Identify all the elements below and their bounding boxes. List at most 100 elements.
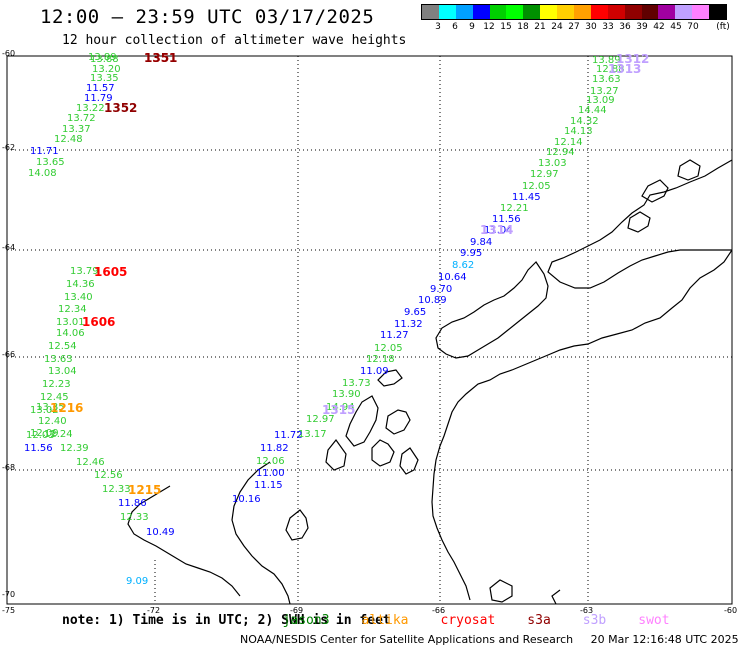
legend-swatch bbox=[438, 5, 456, 19]
legend-label: 12 bbox=[483, 22, 495, 32]
swh-value: 10.16 bbox=[232, 494, 261, 505]
satellite-s3b: s3b bbox=[582, 613, 607, 628]
swh-value: 14.08 bbox=[28, 168, 57, 179]
lat-label: -70 bbox=[2, 590, 15, 599]
swh-value: 12.94 bbox=[546, 147, 575, 158]
legend-labels: 3 6 9 12 15 18 21 24 27 30 33 36 39 42 45 70 (ft) bbox=[421, 20, 730, 34]
swh-value: 13.65 bbox=[36, 157, 65, 168]
map-title: 12:00 – 23:59 UTC 03/17/2025 bbox=[40, 6, 375, 28]
lon-label: -75 bbox=[2, 606, 15, 615]
axis-labels: -60 -62 -64 -66 -68 -70 -75 -72 -69 -66 -63 -60 bbox=[2, 49, 737, 615]
swh-value: 12.09 bbox=[30, 428, 59, 439]
legend-label: 24 bbox=[551, 22, 563, 32]
pass-number: 1315 bbox=[322, 403, 355, 417]
swh-value: 12.33 bbox=[120, 512, 149, 523]
lon-label: -69 bbox=[290, 606, 303, 615]
map-subtitle: 12 hour collection of altimeter wave hei… bbox=[62, 33, 407, 48]
map-frame bbox=[6, 55, 733, 605]
legend-label: 45 bbox=[670, 22, 682, 32]
swh-value: 13.63 bbox=[592, 74, 621, 85]
swh-value: 13.17 bbox=[298, 429, 327, 440]
lat-label: -62 bbox=[2, 143, 15, 152]
swh-value: 14.94 bbox=[326, 402, 355, 413]
legend-swatch bbox=[422, 5, 439, 19]
footer-timestamp: 20 Mar 12:16:48 UTC 2025 bbox=[590, 633, 739, 646]
swh-value: 12.05 bbox=[374, 343, 403, 354]
swh-value: 13.72 bbox=[67, 113, 96, 124]
pass-number: 1314 bbox=[480, 223, 513, 237]
swh-value: 11.79 bbox=[84, 93, 113, 104]
lat-label: -68 bbox=[2, 463, 15, 472]
satellite-s3a: s3a bbox=[527, 613, 551, 628]
swh-value: 12.97 bbox=[530, 169, 559, 180]
pass-number: 1351 bbox=[144, 51, 177, 65]
swh-value: 11.82 bbox=[260, 443, 289, 454]
swh-value: 11.86 bbox=[118, 498, 147, 509]
swh-value: 12.46 bbox=[76, 457, 105, 468]
swh-value: 11.57 bbox=[86, 83, 115, 94]
legend-swatch bbox=[574, 5, 591, 19]
legend-swatch bbox=[607, 5, 625, 19]
swh-value: 11.00 bbox=[256, 468, 285, 479]
swh-value: 13.63 bbox=[44, 354, 73, 365]
swh-value: 12.54 bbox=[48, 341, 77, 352]
footer: NOAA/NESDIS Center for Satellite Applica… bbox=[240, 633, 739, 646]
swh-value: 11.56 bbox=[492, 214, 521, 225]
legend-label: 15 bbox=[500, 22, 512, 32]
swh-value: 13.89 bbox=[88, 52, 117, 63]
swh-value: 13.79 bbox=[70, 266, 99, 277]
pass-number: 1215 bbox=[128, 483, 161, 497]
swh-value: 9.65 bbox=[404, 307, 426, 318]
legend-swatch bbox=[675, 5, 693, 19]
pass-id-layer: 1351135113521605160612161215131213131314… bbox=[50, 51, 649, 497]
swh-value: 13.37 bbox=[62, 124, 91, 135]
pass-number: 1352 bbox=[104, 101, 137, 115]
color-legend: 3 6 9 12 15 18 21 24 27 30 33 36 39 42 45 70 (ft) bbox=[421, 4, 730, 34]
legend-label: 6 bbox=[452, 22, 458, 32]
pass-number: 1605 bbox=[94, 265, 127, 279]
swh-value: 12.06 bbox=[256, 456, 285, 467]
swh-value: 9.09 bbox=[126, 576, 148, 587]
swh-value: 14.13 bbox=[564, 126, 593, 137]
lon-label: -60 bbox=[724, 606, 737, 615]
swh-value: 10.89 bbox=[418, 295, 447, 306]
legend-swatch bbox=[624, 5, 642, 19]
swh-value: 9.84 bbox=[470, 237, 492, 248]
swh-value: 12.97 bbox=[306, 414, 335, 425]
swh-value: 13.22 bbox=[76, 103, 105, 114]
legend-swatch bbox=[658, 5, 676, 19]
swh-value: 12.18 bbox=[366, 354, 395, 365]
pass-number: 1216 bbox=[50, 401, 83, 415]
swh-value: 12.33 bbox=[102, 484, 131, 495]
swh-value: 13.40 bbox=[64, 292, 93, 303]
swh-value: 12.45 bbox=[40, 392, 69, 403]
legend-swatch bbox=[523, 5, 541, 19]
swh-value: 11.09 bbox=[360, 366, 389, 377]
lon-label: -63 bbox=[580, 606, 593, 615]
legend-label: 27 bbox=[568, 22, 580, 32]
swh-value: 12.34 bbox=[58, 304, 87, 315]
swh-value: 13.01 bbox=[56, 317, 85, 328]
legend-swatches bbox=[421, 4, 727, 20]
pass-number: 1351 bbox=[144, 51, 177, 65]
swh-value: 13.04 bbox=[48, 366, 77, 377]
note-row: note: 1) Time is in UTC; 2) SWH is in fe… bbox=[62, 613, 678, 628]
satellite-altika: altika bbox=[361, 613, 409, 628]
swh-value: 12.14 bbox=[554, 137, 583, 148]
legend-unit: (ft) bbox=[716, 22, 730, 32]
swh-value: 13.89 bbox=[592, 55, 621, 66]
swh-value: 12.24 bbox=[44, 429, 73, 440]
legend-label: 39 bbox=[636, 22, 648, 32]
pass-number: 1312 bbox=[616, 52, 649, 66]
legend-swatch bbox=[709, 5, 727, 19]
swh-value: 11.15 bbox=[254, 480, 283, 491]
legend-label: 33 bbox=[602, 22, 614, 32]
legend-label: 18 bbox=[517, 22, 529, 32]
swh-value: 12.03 bbox=[26, 430, 55, 441]
graticule bbox=[7, 56, 732, 604]
swh-value: 14.36 bbox=[66, 279, 95, 290]
swh-value: 13.09 bbox=[586, 95, 615, 106]
legend-swatch bbox=[506, 5, 524, 19]
swh-value: 13.35 bbox=[36, 402, 65, 413]
lon-label: -72 bbox=[147, 606, 160, 615]
